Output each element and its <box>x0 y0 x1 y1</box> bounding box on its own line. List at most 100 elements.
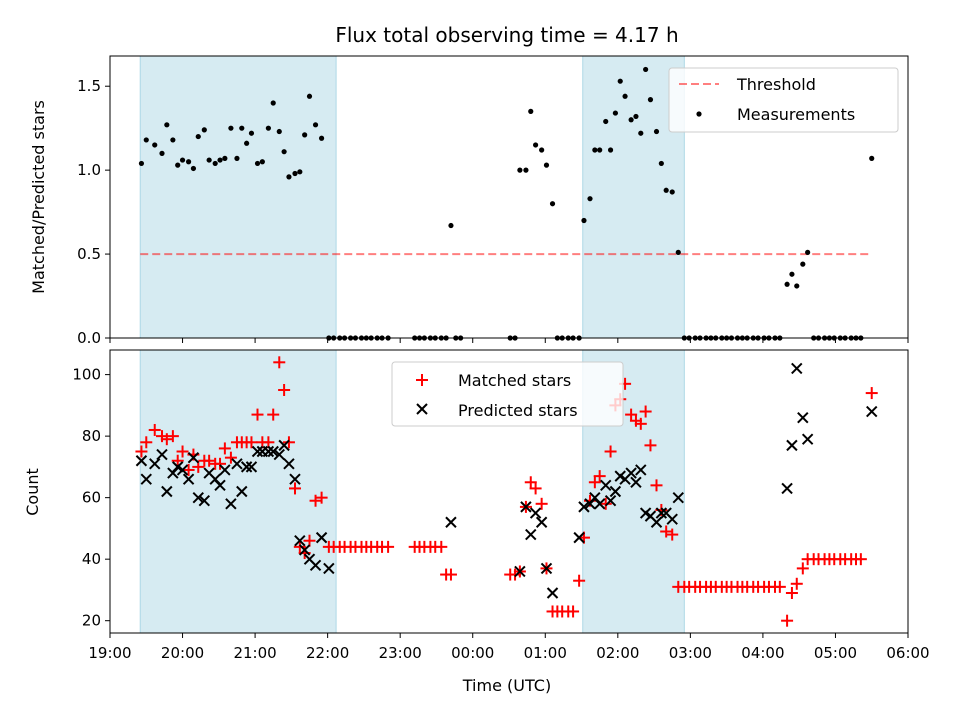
measurement-point <box>286 174 292 180</box>
measurement-point <box>622 93 628 99</box>
measurement-point <box>549 201 556 207</box>
measurement-point <box>248 130 255 136</box>
predicted-star-marker <box>156 448 168 461</box>
matched-star-marker <box>666 528 679 541</box>
matched-star-marker <box>650 479 663 492</box>
predicted-star-marker <box>650 516 663 528</box>
matched-star-marker <box>273 356 286 369</box>
matched-star-marker <box>303 534 316 547</box>
measurement-point <box>675 249 681 255</box>
predicted-star-marker <box>781 482 793 495</box>
predicted-star-marker <box>149 458 161 470</box>
predicted-star-marker <box>315 531 328 544</box>
measurements-legend-swatch <box>696 111 702 117</box>
measurement-point <box>143 137 149 143</box>
x-tick-label: 22:00 <box>306 644 349 662</box>
y-tick-label: 40 <box>82 550 101 568</box>
count-legend: Matched stars Predicted stars <box>391 361 624 427</box>
matched-star-marker <box>593 470 606 483</box>
matched-star-marker <box>599 497 612 510</box>
predicted-legend-swatch <box>416 403 428 415</box>
measurement-point <box>254 160 261 167</box>
predicted-star-marker <box>298 544 311 556</box>
matched-star-marker <box>218 442 231 455</box>
chart-title: Flux total observing time = 4.17 h <box>335 23 678 47</box>
count-axes-frame <box>109 349 909 634</box>
predicted-star-marker <box>198 495 211 507</box>
predicted-star-marker <box>289 473 301 485</box>
matched-star-marker <box>785 587 798 600</box>
x-tick-label: 19:00 <box>88 644 131 662</box>
ratio-legend-box <box>668 67 899 133</box>
measurement-point <box>297 169 303 175</box>
matched-star-marker <box>282 436 295 449</box>
measurement-point <box>653 128 660 135</box>
predicted-star-marker <box>323 562 335 575</box>
measurement-point <box>170 137 176 143</box>
matched-star-marker <box>796 562 809 575</box>
measurement-point <box>647 97 654 103</box>
ratio-shaded-intervals <box>139 55 685 339</box>
count-y-ticks: 20 40 60 80 100 <box>72 366 110 630</box>
predicted-star-marker <box>546 587 559 599</box>
ratio-x-ticks <box>109 338 909 343</box>
ratio-y-ticks: 0.0 0.5 1.0 1.5 <box>77 77 110 347</box>
measurement-point <box>159 150 165 156</box>
measurement-point <box>528 108 534 114</box>
matched-star-marker <box>148 423 161 436</box>
ratio-panel: 0.0 0.5 1.0 1.5 Matched/Predicted stars Thr… <box>29 55 909 347</box>
predicted-star-marker <box>161 485 173 498</box>
y-tick-label: 0.5 <box>77 245 101 263</box>
measurement-point <box>628 117 634 123</box>
measurement-point <box>603 118 609 125</box>
matched-star-marker <box>529 482 542 495</box>
measurement-point <box>302 132 308 138</box>
matched-star-marker <box>567 605 580 618</box>
count-legend-box <box>391 361 624 427</box>
measurement-point <box>638 130 644 136</box>
measurement-point <box>185 159 192 165</box>
measurement-point <box>212 160 218 167</box>
ratio-axes-frame <box>109 55 909 339</box>
predicted-star-marker <box>140 473 152 485</box>
y-tick-label: 1.5 <box>77 77 101 95</box>
matched-star-marker <box>262 436 275 449</box>
measurement-point <box>533 142 539 148</box>
matched-star-marker <box>660 525 673 538</box>
matched-star-marker <box>790 577 803 590</box>
matched-star-marker <box>573 574 586 587</box>
measurement-point <box>217 157 223 163</box>
measurement-point <box>175 162 181 168</box>
matched-star-marker <box>288 482 301 495</box>
predicted-star-marker <box>791 362 803 375</box>
measurement-point <box>222 155 228 161</box>
predicted-star-marker <box>251 445 264 458</box>
measurement-point <box>292 170 298 177</box>
predicted-star-marker <box>219 464 231 476</box>
measurement-point <box>869 155 875 161</box>
matched-star-marker <box>160 433 173 446</box>
x-tick-label: 01:00 <box>524 644 567 662</box>
matched-star-marker <box>278 383 291 396</box>
measurement-point <box>190 165 197 172</box>
predicted-star-marker <box>529 507 542 519</box>
y-tick-label: 20 <box>82 612 101 630</box>
measurement-point <box>259 159 265 165</box>
predicted-star-marker <box>309 559 322 572</box>
matched-star-marker <box>435 540 448 553</box>
y-tick-label: 1.0 <box>77 161 101 179</box>
predicted-star-marker <box>600 479 612 492</box>
x-tick-label: 04:00 <box>741 644 784 662</box>
matched-star-marker <box>315 491 328 504</box>
predicted-star-marker <box>187 451 200 464</box>
predicted-star-marker <box>625 467 637 479</box>
predicted-star-marker <box>445 516 457 528</box>
matched-star-marker <box>171 454 184 467</box>
predicted-star-marker <box>294 535 306 547</box>
predicted-star-marker <box>593 498 606 510</box>
measurement-point <box>234 155 240 161</box>
predicted-star-marker <box>231 458 243 470</box>
y-tick-label: 60 <box>82 489 101 507</box>
count-panel: 20 40 60 80 100 19:00 20:00 21:00 22:00 23:00 00:… <box>23 349 930 695</box>
matched-star-marker <box>166 430 179 443</box>
